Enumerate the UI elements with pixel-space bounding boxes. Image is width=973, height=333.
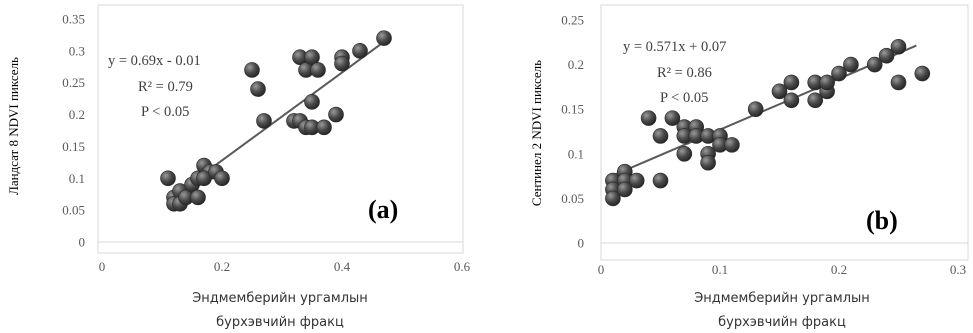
chart-b-x-tick-label: 0	[598, 262, 605, 277]
chart-a-p-value: P < 0.05	[141, 104, 189, 120]
chart-b-data-point	[878, 47, 895, 64]
chart-b-plot-frame	[600, 4, 969, 261]
chart-b-data-point	[819, 74, 835, 91]
chart-b-data-point	[890, 74, 907, 91]
chart-b-data-point	[724, 137, 740, 153]
chart-b-y-tick-label: 0	[578, 236, 585, 251]
chart-b-y-tick-label: 0.1	[568, 146, 584, 161]
chart-b-data-point	[664, 110, 681, 126]
chart-a-y-ticks: 0 0.05 0.1 0.15 0.2 0.25 0.3 0.35	[62, 12, 85, 250]
chart-b-y-axis-label: Сентинел 2 NDVI пиксель	[529, 60, 544, 206]
chart-a-y-tick-label: 0.35	[62, 12, 85, 27]
chart-b-x-tick-label: 0.3	[950, 262, 966, 277]
chart-b-x-ticks: 0 0.1 0.2 0.3	[598, 262, 966, 277]
chart-a-points	[160, 30, 392, 212]
chart-b-y-tick-label: 0.05	[561, 191, 584, 206]
chart-b-y-tick-label: 0.25	[561, 13, 584, 28]
chart-a-r-squared: R² = 0.79	[138, 79, 193, 95]
chart-a-x-tick-label: 0.2	[214, 259, 230, 274]
chart-b-panel-label: (b)	[866, 206, 898, 235]
chart-b-data-point	[771, 83, 788, 100]
chart-a-x-axis-label-line1: Эндмемберийн ургамлын	[192, 291, 368, 306]
chart-b-data-point	[640, 110, 657, 126]
chart-a-panel-label: (a)	[368, 195, 398, 224]
chart-a-data-point	[304, 94, 320, 110]
chart-a-x-axis-label-line2: бурхэвчийн фракц	[216, 315, 344, 330]
chart-b-p-value: P < 0.05	[660, 90, 708, 106]
chart-b-x-axis-label-line2: бурхэвчийн фракц	[718, 315, 846, 330]
chart-b-data-point	[866, 56, 883, 73]
chart-b-data-point	[676, 146, 693, 162]
chart-a-y-tick-label: 0.15	[62, 139, 85, 154]
chart-b: 0 0.05 0.1 0.15 0.2 0.25 0 0.1 0.2 0.3 y = 0.571…	[529, 4, 969, 330]
chart-b-data-point	[783, 74, 800, 91]
chart-a-data-point	[304, 49, 320, 66]
chart-a-data-point	[376, 30, 392, 46]
chart-b-r-squared: R² = 0.86	[657, 65, 712, 81]
chart-b-x-tick-label: 0.1	[712, 262, 728, 277]
chart-b-y-tick-label: 0.15	[561, 102, 584, 117]
chart-a-y-tick-label: 0.3	[69, 43, 85, 58]
chart-a-equation: y = 0.69x - 0.01	[108, 53, 201, 69]
chart-a-x-ticks: 0 0.2 0.4 0.6	[99, 259, 471, 274]
chart-b-data-point	[747, 101, 764, 117]
chart-b-data-point	[914, 65, 931, 82]
chart-b-data-point	[616, 181, 633, 198]
chart-a-data-point	[250, 81, 266, 97]
chart-b-data-point	[831, 65, 847, 82]
chart-a: 0 0.05 0.1 0.15 0.2 0.25 0.3 0.35 0 0.2 0.4 0.6 y …	[6, 4, 471, 330]
chart-b-data-point	[843, 56, 859, 73]
chart-a-y-tick-label: 0.05	[62, 203, 85, 218]
chart-b-data-point	[807, 92, 824, 109]
chart-a-x-tick-label: 0.6	[454, 259, 471, 274]
chart-b-y-tick-label: 0.2	[568, 57, 584, 72]
chart-a-data-point	[160, 170, 176, 187]
chart-a-data-point	[316, 119, 332, 136]
chart-a-data-point	[334, 55, 350, 72]
chart-b-data-point	[652, 172, 669, 189]
chart-a-y-tick-label: 0.25	[62, 75, 85, 90]
chart-b-y-ticks: 0 0.05 0.1 0.15 0.2 0.25	[561, 13, 584, 251]
chart-a-x-tick-label: 0	[99, 259, 106, 274]
chart-a-data-point	[244, 62, 260, 78]
chart-b-trendline	[612, 44, 917, 177]
chart-b-data-point	[605, 190, 621, 207]
chart-b-x-tick-label: 0.2	[831, 262, 847, 277]
chart-a-y-tick-label: 0	[79, 235, 86, 250]
chart-b-data-point	[652, 128, 669, 144]
chart-b-data-point	[783, 92, 800, 109]
chart-a-data-point	[190, 189, 206, 206]
chart-a-data-point	[328, 106, 344, 123]
chart-b-data-point	[700, 154, 716, 171]
chart-a-x-tick-label: 0.4	[334, 259, 351, 274]
chart-a-data-point	[310, 62, 326, 78]
chart-a-y-tick-label: 0.1	[69, 171, 85, 186]
chart-a-data-point	[214, 170, 230, 187]
chart-a-y-axis-label: Ландсат 8 NDVI пиксель	[6, 57, 21, 195]
chart-b-points	[605, 38, 931, 207]
chart-a-y-tick-label: 0.2	[69, 107, 85, 122]
chart-a-data-point	[352, 43, 368, 59]
chart-a-data-point	[256, 113, 272, 129]
chart-b-equation: y = 0.571x + 0.07	[623, 39, 726, 55]
chart-a-plot-frame	[97, 4, 464, 254]
chart-a-data-point	[196, 170, 212, 187]
chart-b-x-axis-label-line1: Эндмемберийн ургамлын	[694, 291, 870, 306]
chart-b-data-point	[890, 38, 907, 55]
chart-b-data-point	[628, 172, 645, 189]
